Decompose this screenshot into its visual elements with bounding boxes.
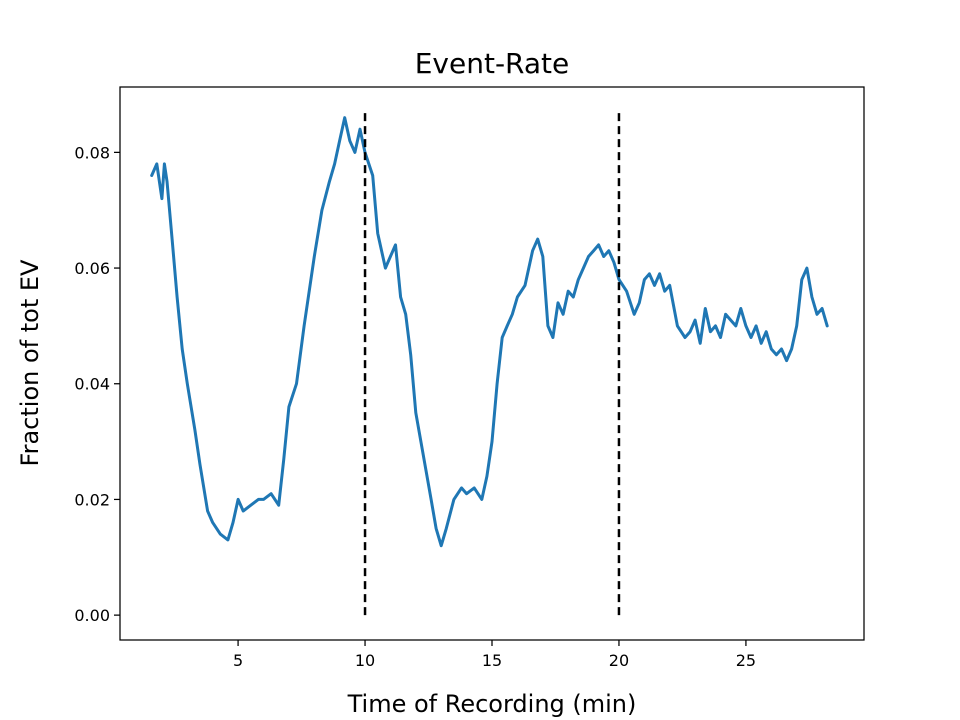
y-tick-label: 0.08 bbox=[74, 143, 110, 162]
x-tick-label: 25 bbox=[736, 651, 756, 670]
chart-title: Event-Rate bbox=[415, 47, 570, 80]
y-tick-label: 0.04 bbox=[74, 375, 110, 394]
y-tick-label: 0.00 bbox=[74, 606, 110, 625]
x-tick-label: 20 bbox=[609, 651, 629, 670]
y-axis: 0.00 0.02 0.04 0.06 0.08 bbox=[74, 143, 120, 625]
y-axis-title: Fraction of tot EV bbox=[16, 259, 44, 466]
plot-area bbox=[150, 111, 829, 616]
y-tick-label: 0.06 bbox=[74, 259, 110, 278]
x-axis-title: Time of Recording (min) bbox=[347, 690, 637, 718]
series-line-0 bbox=[150, 116, 829, 548]
x-tick-label: 5 bbox=[233, 651, 243, 670]
x-tick-label: 15 bbox=[482, 651, 502, 670]
x-tick-label: 10 bbox=[355, 651, 375, 670]
y-tick-label: 0.02 bbox=[74, 490, 110, 509]
x-axis: 5 10 15 20 25 bbox=[233, 640, 756, 670]
